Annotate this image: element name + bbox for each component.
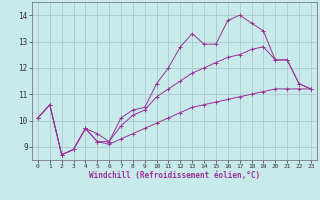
X-axis label: Windchill (Refroidissement éolien,°C): Windchill (Refroidissement éolien,°C) (89, 171, 260, 180)
